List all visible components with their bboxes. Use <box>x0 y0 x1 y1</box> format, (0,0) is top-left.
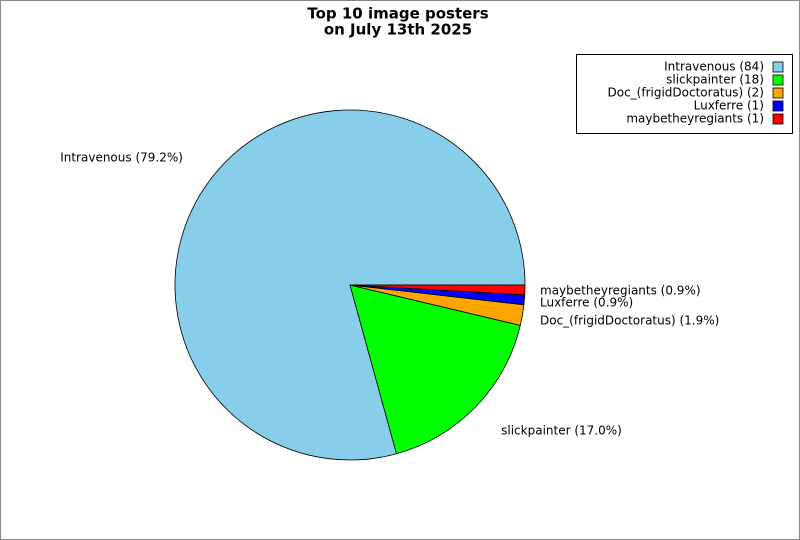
legend-swatch <box>772 100 784 112</box>
legend-swatch <box>772 113 784 125</box>
pie-slice <box>349 284 526 296</box>
legend-label: Luxferre (1) <box>694 99 764 113</box>
legend-swatch <box>772 61 784 73</box>
legend-label: Doc_(frigidDoctoratus) (2) <box>608 86 765 100</box>
legend-box <box>576 54 793 134</box>
legend-label: slickpainter (18) <box>666 73 764 87</box>
slice-label: slickpainter (17.0%) <box>501 423 622 437</box>
slice-label: maybetheyregiants (0.9%) <box>540 283 701 297</box>
slice-label: Luxferre (0.9%) <box>540 295 633 309</box>
slice-label: Intravenous (79.2%) <box>60 150 183 164</box>
legend-label: Intravenous (84) <box>664 60 764 74</box>
chart-title: Top 10 image posters <box>307 5 488 23</box>
legend-label: maybetheyregiants (1) <box>626 112 764 126</box>
chart-subtitle: on July 13th 2025 <box>324 21 472 39</box>
pie-slice <box>349 284 521 455</box>
legend-swatch <box>772 74 784 86</box>
slice-label: Doc_(frigidDoctoratus) (1.9%) <box>540 314 719 328</box>
legend-swatch <box>772 87 784 99</box>
